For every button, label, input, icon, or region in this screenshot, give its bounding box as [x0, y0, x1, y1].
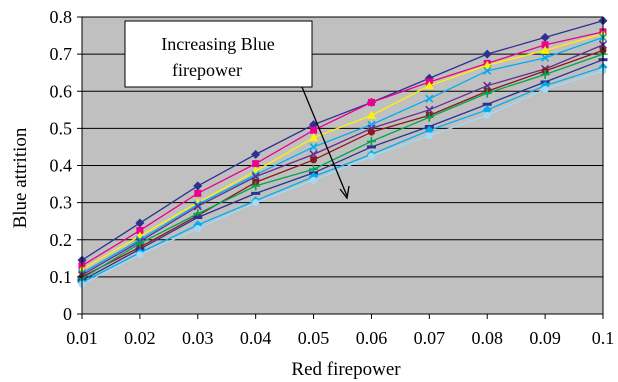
marker-diamond	[309, 120, 319, 130]
marker-x	[309, 142, 318, 152]
x-tick-label: 0.1	[592, 328, 615, 348]
marker-dash	[251, 191, 261, 195]
series-1	[77, 16, 608, 265]
y-tick-label: 0.3	[50, 193, 73, 213]
series-line	[81, 49, 604, 278]
marker-diamond	[193, 181, 203, 191]
x-tick-label: 0.06	[356, 328, 388, 348]
marker-circle	[367, 128, 375, 136]
marker-x	[251, 172, 260, 181]
y-tick-label: 0.6	[50, 81, 73, 101]
marker-x	[483, 66, 492, 75]
marker-square	[310, 126, 318, 134]
x-tick-label: 0.05	[298, 328, 330, 348]
x-tick-label: 0.07	[414, 328, 446, 348]
marker-triangle	[424, 81, 434, 90]
marker-diamond	[135, 218, 145, 228]
marker-plus	[482, 88, 492, 98]
y-tick-label: 0	[63, 304, 72, 324]
marker-x	[309, 150, 318, 159]
marker-triangle	[540, 45, 550, 54]
marker-circle	[367, 152, 375, 160]
annotation-line-1: Increasing Blue	[161, 34, 274, 54]
y-tick-label: 0.1	[50, 267, 73, 287]
marker-x	[541, 53, 550, 62]
marker-plus	[424, 112, 434, 122]
marker-x	[193, 200, 202, 209]
series-line	[81, 66, 604, 284]
marker-triangle	[482, 60, 492, 69]
marker-x	[483, 81, 492, 90]
annotation-line-2: firepower	[172, 60, 242, 80]
series-line	[81, 70, 604, 285]
series-line	[81, 53, 604, 280]
marker-square	[367, 98, 375, 106]
annotation-arrowhead	[339, 185, 350, 200]
x-tick-label: 0.04	[240, 328, 272, 348]
marker-diamond	[482, 49, 492, 59]
marker-circle	[194, 225, 202, 233]
marker-circle	[310, 156, 318, 164]
marker-square	[194, 189, 202, 197]
marker-triangle	[309, 133, 319, 142]
x-tick-label: 0.02	[124, 328, 156, 348]
annotation-arrow	[301, 86, 348, 197]
marker-plus	[251, 181, 261, 191]
x-axis-title: Red firepower	[291, 359, 401, 380]
marker-diamond	[482, 105, 492, 115]
marker-x	[425, 94, 434, 103]
marker-diamond	[424, 125, 434, 135]
x-tick-label: 0.08	[471, 328, 503, 348]
series-line	[81, 31, 604, 267]
y-tick-label: 0.8	[50, 7, 73, 27]
marker-x	[193, 202, 202, 211]
y-tick-label: 0.5	[50, 118, 73, 138]
x-tick-label: 0.01	[66, 328, 98, 348]
marker-circle	[541, 85, 549, 93]
marker-square	[136, 226, 144, 234]
marker-dash	[482, 102, 492, 106]
series-line	[81, 33, 604, 271]
series-line	[81, 59, 604, 282]
x-tick-label: 0.09	[529, 328, 561, 348]
marker-plus	[366, 136, 376, 146]
marker-dash	[366, 145, 376, 149]
marker-circle	[310, 176, 318, 184]
x-tick-label: 0.03	[182, 328, 214, 348]
marker-plus	[540, 70, 550, 80]
y-tick-label: 0.2	[50, 230, 73, 250]
tick-labels: 0 0.1 0.2 0.3 0.4 0.5 0.6 0.7 0.8 0.01 0.02 0.03 0.0…	[50, 7, 615, 348]
marker-x	[425, 105, 434, 114]
annotation-box	[124, 20, 313, 88]
marker-circle	[425, 132, 433, 140]
marker-diamond	[540, 32, 550, 42]
marker-circle	[483, 111, 491, 119]
marker-circle	[136, 251, 144, 259]
marker-square	[252, 160, 260, 168]
marker-circle	[252, 199, 260, 207]
series-line	[81, 36, 604, 274]
series-line	[81, 44, 604, 276]
marker-diamond	[251, 149, 261, 159]
y-tick-label: 0.7	[50, 44, 73, 64]
series-line	[81, 20, 604, 261]
annotation: Increasing Blue firepower	[124, 20, 350, 200]
y-tick-label: 0.4	[50, 156, 73, 176]
marker-plus	[135, 238, 145, 248]
marker-triangle	[366, 110, 376, 119]
series-layer	[77, 16, 608, 288]
y-axis-title: Blue attrition	[10, 127, 31, 228]
marker-dash	[193, 215, 203, 219]
marker-square	[541, 41, 549, 49]
